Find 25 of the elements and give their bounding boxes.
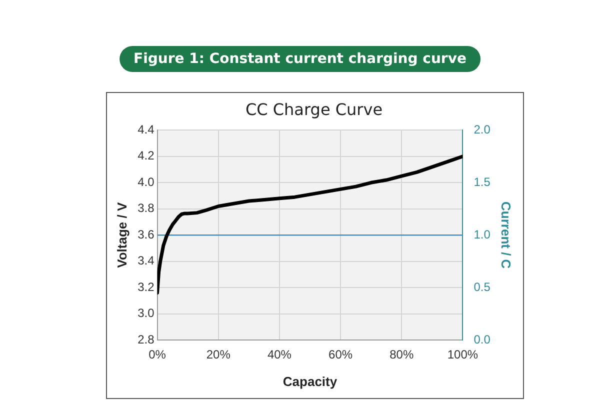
y2-tick-label: 1.5 bbox=[474, 174, 491, 189]
y2-tick-label: 0.5 bbox=[474, 280, 491, 294]
chart-subtitle: CC Charge Curve bbox=[245, 100, 383, 119]
y-tick-label: 4.2 bbox=[138, 148, 155, 163]
y-tick-label: 3.6 bbox=[138, 227, 155, 242]
x-axis-title: Capacity bbox=[282, 374, 338, 389]
y-tick-label: 3.2 bbox=[138, 280, 155, 294]
x-tick-label: 80% bbox=[390, 348, 414, 362]
y-tick-label: 3.0 bbox=[138, 306, 155, 320]
chart-title: Figure 1: Constant current charging curve bbox=[120, 46, 480, 72]
y2-axis-title: Current / C bbox=[498, 202, 514, 270]
y2-tick-label: 1.0 bbox=[474, 227, 491, 242]
y2-tick-label: 0.0 bbox=[474, 332, 491, 346]
y-tick-label: 4.4 bbox=[138, 122, 155, 137]
x-tick-label: 0% bbox=[148, 348, 166, 362]
x-tick-label: 20% bbox=[206, 348, 231, 362]
y-tick-label: 3.8 bbox=[138, 201, 155, 216]
x-tick-label: 60% bbox=[328, 348, 353, 362]
y-tick-label: 2.8 bbox=[138, 332, 155, 346]
y-tick-label: 4.0 bbox=[138, 174, 155, 189]
y-tick-label: 3.4 bbox=[138, 254, 155, 268]
x-tick-label: 40% bbox=[267, 348, 292, 362]
x-tick-label: 100% bbox=[447, 348, 478, 362]
y-axis-title: Voltage / V bbox=[114, 202, 130, 268]
y2-tick-label: 2.0 bbox=[474, 122, 491, 137]
